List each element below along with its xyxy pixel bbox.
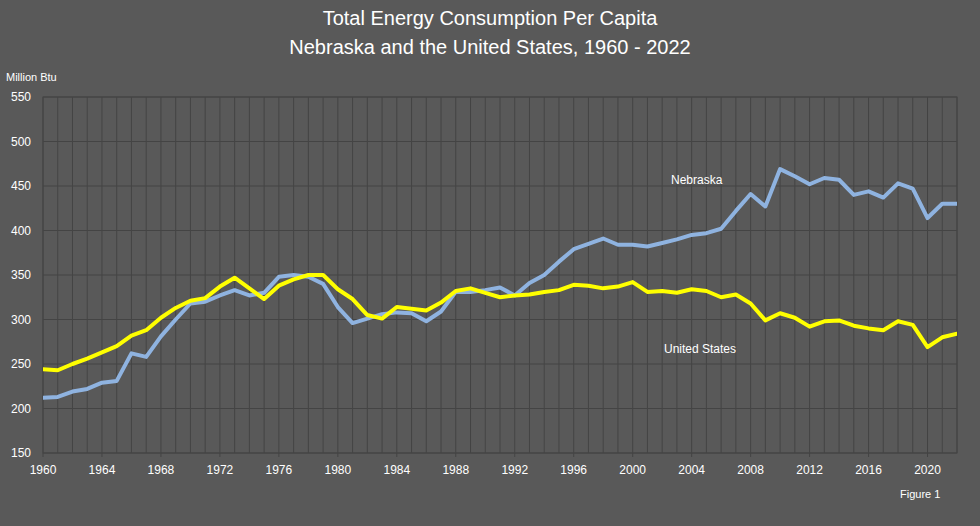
x-tick-label: 2012 xyxy=(796,463,823,477)
x-tick xyxy=(750,453,751,457)
y-tick-label: 500 xyxy=(11,135,31,149)
y-tick-label: 400 xyxy=(11,224,31,238)
x-tick-label: 1984 xyxy=(383,463,410,477)
x-tick xyxy=(514,453,515,457)
x-tick-label: 2008 xyxy=(737,463,764,477)
x-tick xyxy=(396,453,397,457)
y-grid-line xyxy=(43,186,957,187)
x-tick-label: 2004 xyxy=(678,463,705,477)
series-line xyxy=(43,275,957,370)
x-tick xyxy=(337,453,338,457)
x-tick-label: 1968 xyxy=(148,463,175,477)
y-grid-line xyxy=(43,275,957,276)
y-tick-label: 350 xyxy=(11,268,31,282)
title: Total Energy Consumption Per Capita xyxy=(323,7,658,29)
x-tick-label: 1992 xyxy=(501,463,528,477)
x-tick xyxy=(219,453,220,457)
x-tick-label: 1972 xyxy=(207,463,234,477)
x-tick-label: 1960 xyxy=(30,463,57,477)
chart: Total Energy Consumption Per Capita Nebra… xyxy=(0,0,980,526)
y-tick-label: 300 xyxy=(11,313,31,327)
x-tick-label: 2020 xyxy=(914,463,941,477)
background xyxy=(0,0,980,526)
y-label: Million Btu xyxy=(6,71,57,83)
subtitle: Nebraska and the United States, 1960 - 2… xyxy=(289,36,690,58)
x-tick-label: 2000 xyxy=(619,463,646,477)
annotation: Figure 1 xyxy=(900,488,940,500)
x-tick-label: 1980 xyxy=(324,463,351,477)
x-tick xyxy=(927,453,928,457)
y-tick-label: 450 xyxy=(11,179,31,193)
x-tick xyxy=(101,453,102,457)
plot-area xyxy=(43,169,957,398)
series-label: Nebraska xyxy=(671,173,723,187)
series-label: United States xyxy=(664,342,736,356)
x-tick xyxy=(809,453,810,457)
x-tick-label: 1988 xyxy=(442,463,469,477)
plot-frame xyxy=(43,97,957,453)
y-grid-line xyxy=(43,141,957,142)
x-tick-label: 1976 xyxy=(266,463,293,477)
y-grid-line xyxy=(43,364,957,365)
x-tick-label: 1964 xyxy=(89,463,116,477)
x-tick xyxy=(455,453,456,457)
x-tick xyxy=(573,453,574,457)
x-tick xyxy=(278,453,279,457)
y-grid-line xyxy=(43,319,957,320)
grid xyxy=(43,97,957,453)
x-tick xyxy=(632,453,633,457)
y-tick-label: 550 xyxy=(11,90,31,104)
y-grid-line xyxy=(43,230,957,231)
x-tick-label: 1996 xyxy=(560,463,587,477)
y-tick-label: 200 xyxy=(11,402,31,416)
series-line xyxy=(43,169,957,398)
x-tick xyxy=(691,453,692,457)
x-tick xyxy=(43,453,44,457)
y-tick-label: 150 xyxy=(11,446,31,460)
y-grid-line xyxy=(43,408,957,409)
x-tick xyxy=(868,453,869,457)
x-tick xyxy=(160,453,161,457)
y-tick-label: 250 xyxy=(11,357,31,371)
x-tick-label: 2016 xyxy=(855,463,882,477)
